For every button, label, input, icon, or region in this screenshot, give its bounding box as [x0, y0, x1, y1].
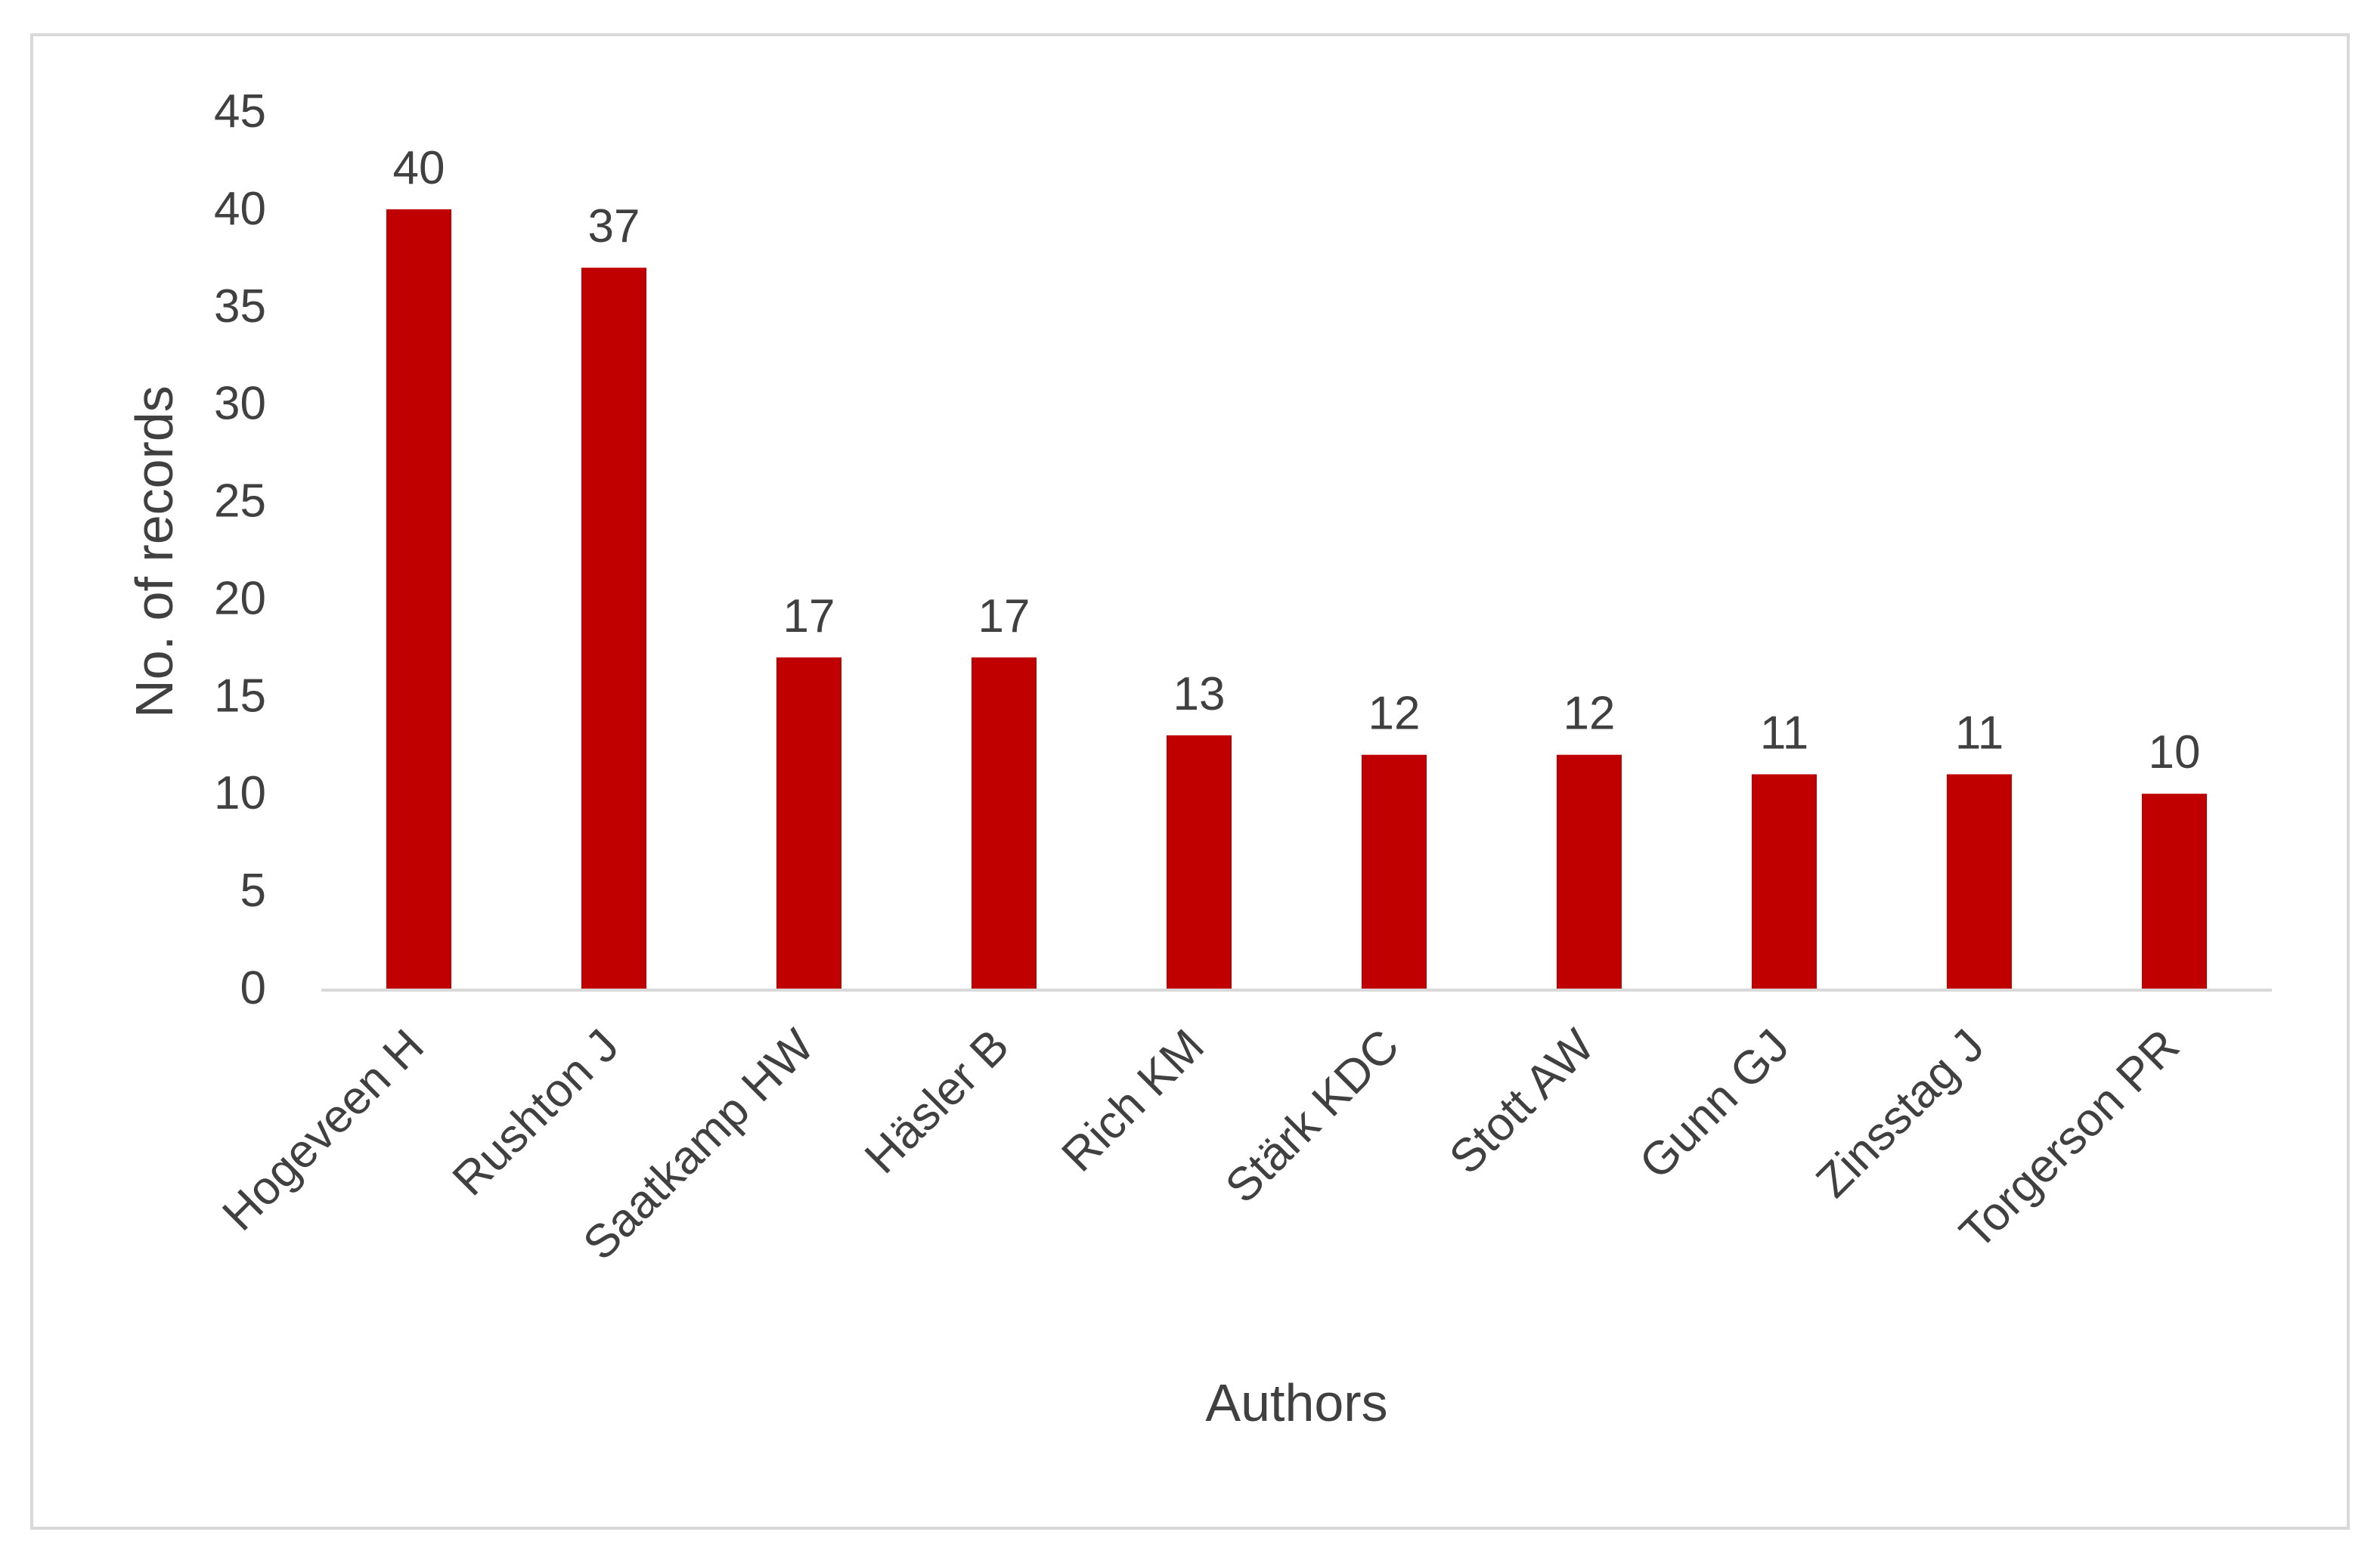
data-label: 40	[393, 142, 445, 194]
bar	[1167, 735, 1232, 989]
bar	[386, 209, 451, 989]
x-category-label: Gunn GJ	[1630, 1020, 1799, 1189]
bar	[1362, 754, 1427, 989]
x-category-label: Zinsstag J	[1806, 1020, 1994, 1208]
x-axis-title: Authors	[1205, 1373, 1387, 1432]
y-tick-label: 40	[214, 183, 266, 235]
y-tick-label: 45	[214, 85, 266, 138]
bar	[2142, 794, 2207, 989]
data-label: 37	[588, 200, 640, 252]
bars	[386, 209, 2207, 989]
bar	[1557, 754, 1622, 989]
x-category-label: Rich KM	[1052, 1020, 1213, 1181]
data-label: 17	[783, 590, 835, 642]
bar	[1752, 774, 1817, 989]
bar	[972, 657, 1037, 989]
x-category-label: Stott AW	[1439, 1020, 1604, 1184]
y-tick-label: 10	[214, 767, 266, 819]
y-tick-label: 30	[214, 378, 266, 430]
x-category-label: Hogeveen H	[212, 1020, 434, 1241]
data-label: 17	[978, 590, 1030, 642]
data-label: 12	[1563, 688, 1616, 740]
data-label: 11	[1760, 707, 1808, 759]
data-label: 10	[2149, 726, 2201, 778]
bar	[776, 657, 841, 989]
data-labels: 40 37 17 17 13 12 12 11 11 10	[393, 142, 2201, 778]
y-tick-label: 5	[240, 865, 266, 917]
y-tick-label: 15	[214, 670, 266, 722]
bar	[1947, 774, 2012, 989]
y-axis-ticks: 0 5 10 15 20 25 30 35 40 45	[214, 85, 266, 1014]
y-tick-label: 0	[240, 962, 266, 1014]
y-axis-title: No. of records	[125, 385, 184, 718]
x-category-label: Rushton J	[443, 1020, 629, 1206]
y-tick-label: 25	[214, 475, 266, 528]
x-category-label: Stärk KDC	[1216, 1020, 1409, 1213]
y-tick-label: 20	[214, 572, 266, 624]
y-tick-label: 35	[214, 280, 266, 333]
data-label: 12	[1368, 688, 1421, 740]
data-label: 11	[1955, 707, 2003, 759]
x-category-label: Häsler B	[855, 1020, 1019, 1184]
data-label: 13	[1173, 668, 1226, 720]
bar	[581, 268, 646, 989]
